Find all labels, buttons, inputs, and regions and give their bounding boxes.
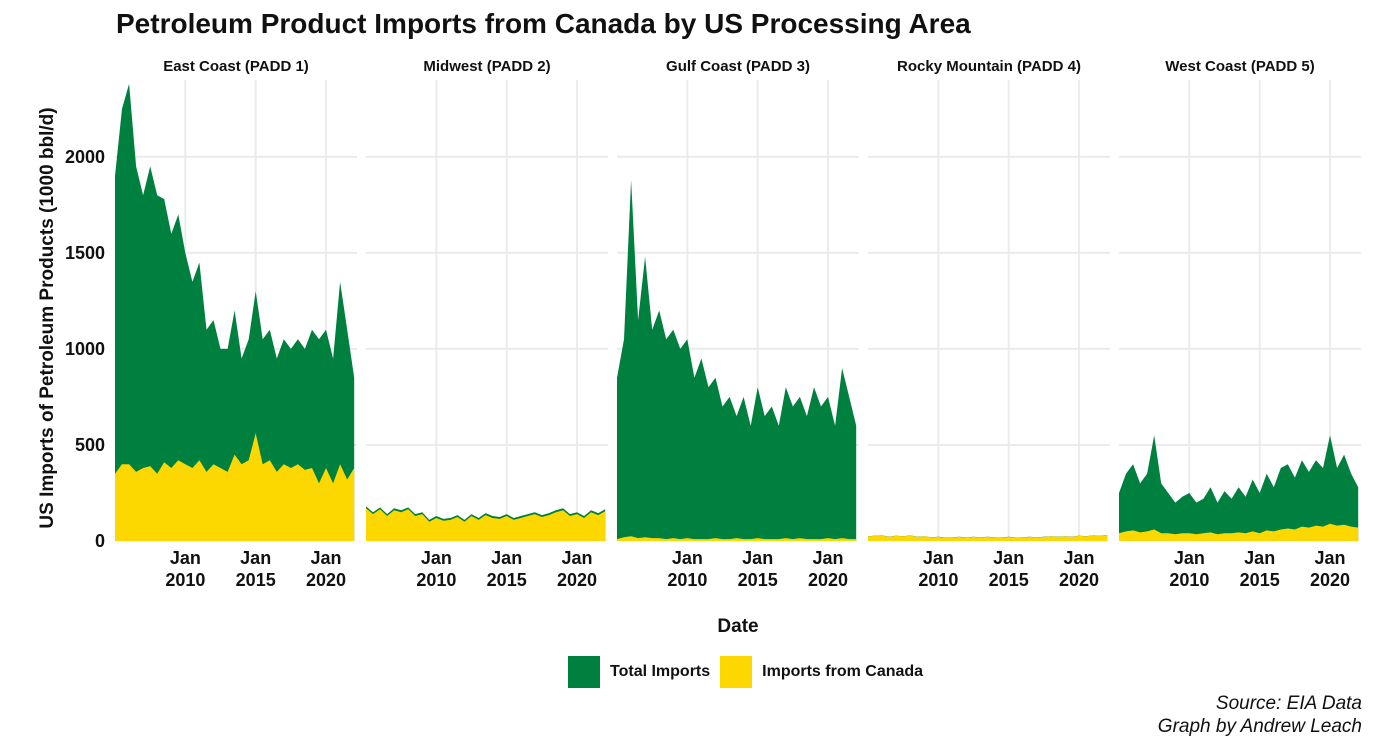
x-tick-label: 2020 xyxy=(1059,570,1099,590)
x-tick-label: Jan xyxy=(421,548,452,568)
x-tick-label: Jan xyxy=(742,548,773,568)
legend-item-imports-from-canada: Imports from Canada xyxy=(720,656,923,688)
x-tick-label: 2010 xyxy=(416,570,456,590)
x-tick-label: 2015 xyxy=(236,570,276,590)
x-tick-label: Jan xyxy=(1315,548,1346,568)
area-imports-from-canada xyxy=(366,508,606,541)
area-imports-from-canada xyxy=(617,536,857,541)
legend-swatch-imports-from-canada xyxy=(720,656,753,688)
x-tick-label: 2015 xyxy=(1240,570,1280,590)
panel-title: East Coast (PADD 1) xyxy=(163,58,309,75)
x-tick-label: 2020 xyxy=(306,570,346,590)
y-tick-label: 1000 xyxy=(65,339,105,359)
panel-title: West Coast (PADD 5) xyxy=(1165,58,1314,75)
x-tick-label: 2010 xyxy=(1169,570,1209,590)
area-total-imports xyxy=(617,179,857,541)
legend-label-imports-from-canada: Imports from Canada xyxy=(762,663,924,680)
x-tick-label: 2010 xyxy=(165,570,205,590)
x-tick-label: 2010 xyxy=(918,570,958,590)
x-tick-label: 2010 xyxy=(667,570,707,590)
x-tick-label: Jan xyxy=(1064,548,1095,568)
panel-title: Midwest (PADD 2) xyxy=(423,58,550,75)
y-tick-label: 500 xyxy=(75,435,105,455)
area-total-imports xyxy=(115,83,355,542)
x-tick-label: Jan xyxy=(311,548,342,568)
x-axis-label: Date xyxy=(717,616,758,637)
area-total-imports xyxy=(1119,435,1359,541)
panels: East Coast (PADD 1)Jan2010Jan2015Jan2020… xyxy=(115,58,1361,590)
x-tick-label: 2015 xyxy=(738,570,778,590)
x-tick-label: 2020 xyxy=(808,570,848,590)
legend-swatch-total-imports xyxy=(568,656,600,688)
panel-title: Gulf Coast (PADD 3) xyxy=(666,58,810,75)
y-axis: 0 500 1000 1500 2000 xyxy=(65,147,105,551)
y-tick-label: 2000 xyxy=(65,147,105,167)
x-tick-label: Jan xyxy=(562,548,593,568)
x-tick-label: 2015 xyxy=(487,570,527,590)
x-tick-label: 2020 xyxy=(1310,570,1350,590)
x-tick-label: Jan xyxy=(993,548,1024,568)
x-tick-label: 2020 xyxy=(557,570,597,590)
caption-credit: Graph by Andrew Leach xyxy=(1157,716,1362,737)
caption: Source: EIA Data Graph by Andrew Leach xyxy=(1158,692,1362,738)
x-tick-label: Jan xyxy=(491,548,522,568)
legend-label-total-imports: Total Imports xyxy=(610,663,711,680)
x-tick-label: Jan xyxy=(813,548,844,568)
x-tick-label: Jan xyxy=(672,548,703,568)
y-tick-label: 0 xyxy=(95,531,105,551)
caption-source: Source: EIA Data xyxy=(1215,693,1362,714)
chart-title: Petroleum Product Imports from Canada by… xyxy=(116,8,971,39)
panel-rocky-mountain-padd-4: Rocky Mountain (PADD 4)Jan2010Jan2015Jan… xyxy=(868,58,1110,590)
x-tick-label: Jan xyxy=(240,548,271,568)
area-imports-from-canada xyxy=(1119,523,1359,541)
x-tick-label: 2015 xyxy=(989,570,1029,590)
panel-title: Rocky Mountain (PADD 4) xyxy=(897,58,1081,75)
area-imports-from-canada xyxy=(115,433,355,541)
area-imports-from-canada xyxy=(868,535,1108,541)
y-axis-label: US Imports of Petroleum Products (1000 b… xyxy=(37,107,58,528)
x-tick-label: Jan xyxy=(1244,548,1275,568)
x-tick-label: Jan xyxy=(170,548,201,568)
y-tick-label: 1500 xyxy=(65,243,105,263)
x-tick-label: Jan xyxy=(1174,548,1205,568)
legend-item-total-imports: Total Imports xyxy=(568,656,710,688)
legend: Total Imports Imports from Canada xyxy=(568,656,933,688)
x-tick-label: Jan xyxy=(923,548,954,568)
